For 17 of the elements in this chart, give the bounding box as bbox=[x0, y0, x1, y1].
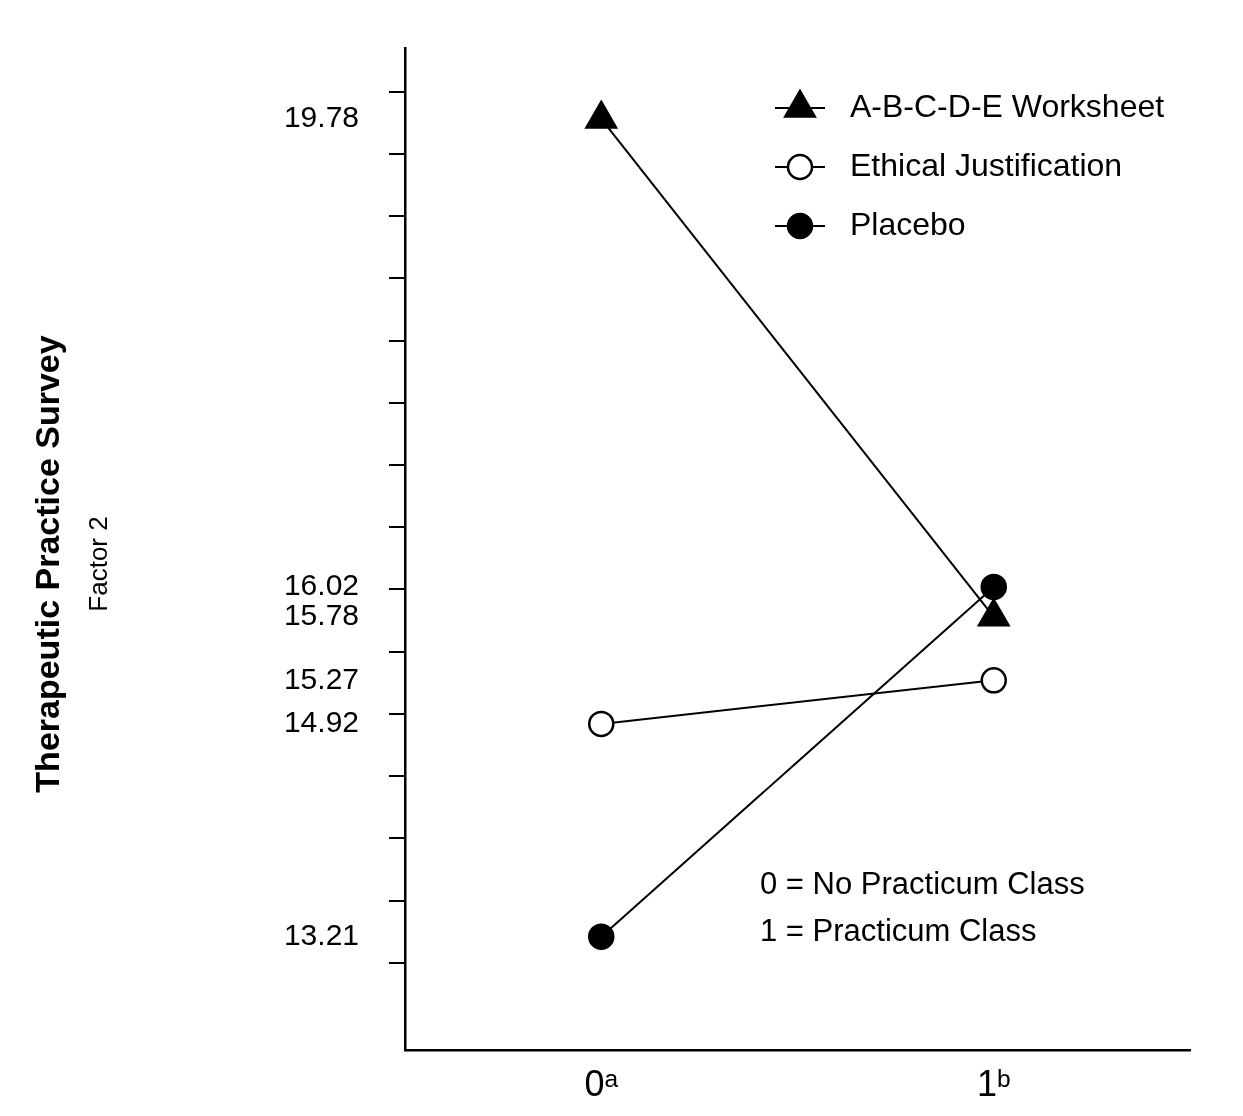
y-tick-label: 13.21 bbox=[283, 918, 359, 951]
x-tick-label: 1ᵇ bbox=[976, 1062, 1011, 1104]
point bbox=[980, 573, 1007, 601]
legend-label: A-B-C-D-E Worksheet bbox=[850, 87, 1165, 124]
y-tick-label: 14.92 bbox=[283, 705, 359, 739]
legend-label: Ethical Justification bbox=[850, 146, 1123, 183]
y-tick-label: 15.27 bbox=[283, 661, 359, 695]
y-tick-label: 19.78 bbox=[283, 100, 359, 134]
text: Factor 2 bbox=[83, 516, 114, 612]
point bbox=[588, 923, 615, 950]
annotation: 1 = Practicum Class bbox=[760, 912, 1037, 948]
point bbox=[588, 710, 615, 738]
legend-label: Placebo bbox=[850, 205, 966, 242]
point bbox=[980, 667, 1007, 694]
x-tick-label: 0ᵃ bbox=[584, 1062, 619, 1104]
annotation: 0 = No Practicum Class bbox=[760, 865, 1085, 901]
text: Therapeutic Practice Survey bbox=[28, 335, 67, 793]
